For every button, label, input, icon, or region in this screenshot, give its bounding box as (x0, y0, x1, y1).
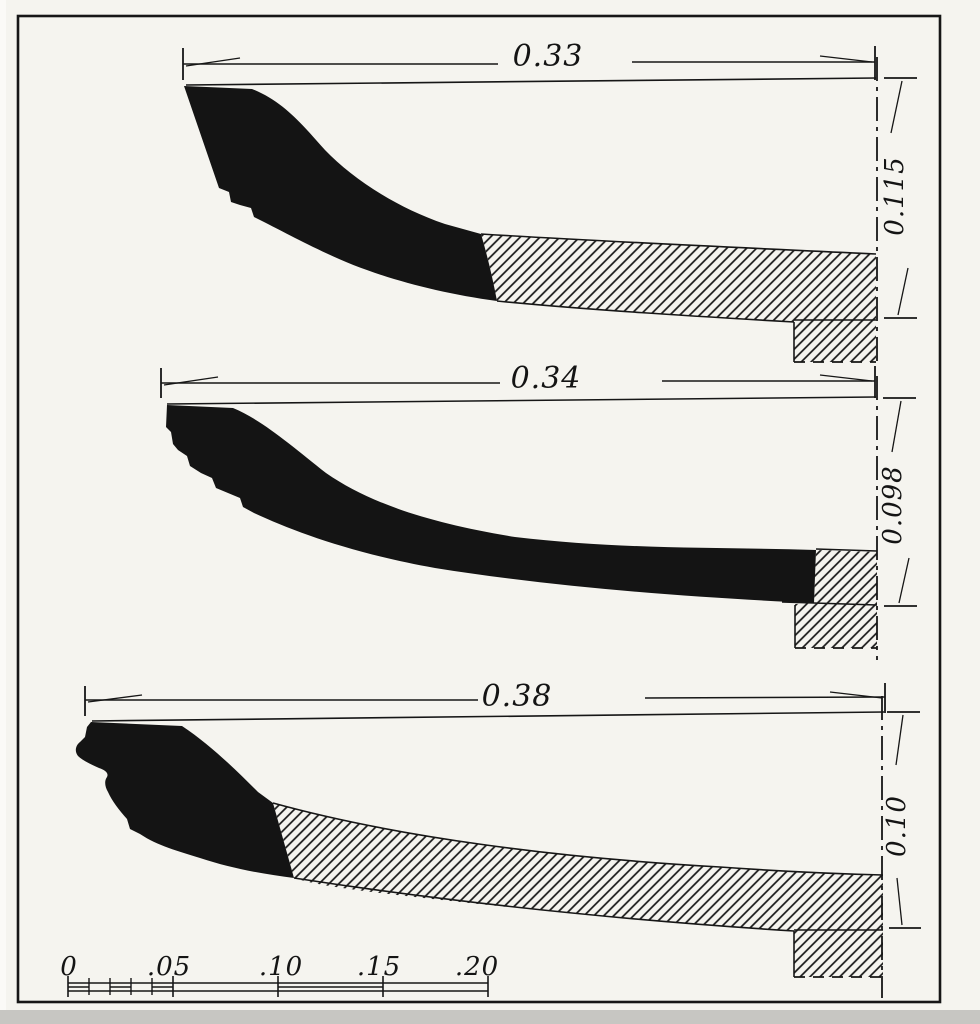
profile-1-width-label: 0.33 (513, 39, 584, 74)
profile-2-wall-top-edge (815, 548, 878, 552)
profile-3-width-label: 0.38 (482, 679, 553, 714)
profile-1-solid-section (184, 86, 497, 301)
profile-2-base-line (781, 601, 878, 606)
dimension-line (644, 696, 886, 699)
dimension-arrow (819, 55, 873, 63)
profile-section-2: 0.34 0.098 (160, 361, 917, 660)
scale-label-0: 0 (60, 952, 78, 982)
profile-3-wall-bottom-edge (293, 877, 795, 932)
dimension-arrow (890, 80, 903, 134)
dimension-arrow (895, 714, 904, 766)
profile-1-wall-top-edge (480, 233, 877, 255)
plate-border (16, 14, 942, 1004)
profile-1-rim-line (185, 77, 877, 86)
profile-1-depth-label: 0.115 (880, 156, 910, 235)
profile-3-depth-label: 0.10 (882, 795, 912, 857)
profile-3-solid-section (75, 722, 294, 878)
profile-3-hatched-section (273, 803, 883, 977)
profile-2-width-dimension: 0.34 (160, 361, 876, 398)
profile-section-3: 0.38 0.10 (75, 679, 921, 998)
profile-1-width-dimension: 0.33 (182, 39, 876, 80)
profile-1-hatched-section (481, 234, 876, 362)
scale-bar: 0 .05 .10 .15 .20 (60, 952, 499, 997)
profile-3-width-dimension: 0.38 (84, 679, 886, 716)
dimension-arrow (87, 694, 143, 703)
scale-label-15: .15 (357, 952, 401, 982)
profile-3-depth-dimension: 0.10 (882, 711, 921, 929)
profile-3-rim-line (91, 711, 885, 722)
scan-edge-bottom (0, 1010, 980, 1024)
dimension-arrow (819, 374, 873, 382)
scale-label-05: .05 (147, 952, 191, 982)
profile-2-width-label: 0.34 (511, 361, 582, 396)
dimension-arrow (163, 376, 219, 386)
dimension-arrow (897, 267, 909, 316)
dimension-arrow (829, 691, 883, 699)
profile-section-1: 0.33 0.115 (182, 39, 917, 366)
profile-3-wall-top-edge (272, 802, 884, 876)
profile-2-depth-dimension: 0.098 (878, 397, 917, 607)
scan-edge-left (0, 0, 6, 1024)
dimension-arrow (891, 400, 902, 453)
dimension-arrow (185, 57, 241, 67)
profile-2-rim-line (166, 396, 877, 405)
profile-2-hatched-section (795, 550, 877, 648)
profile-1-depth-dimension: 0.115 (880, 77, 917, 319)
dimension-arrow (898, 557, 910, 604)
profile-2-solid-section (166, 405, 816, 603)
scale-label-10: .10 (259, 952, 303, 982)
profile-2-depth-label: 0.098 (878, 465, 908, 544)
scale-label-20: .20 (455, 952, 499, 982)
profile-1-wall-bottom-edge (496, 300, 795, 323)
dimension-arrow (896, 877, 903, 926)
